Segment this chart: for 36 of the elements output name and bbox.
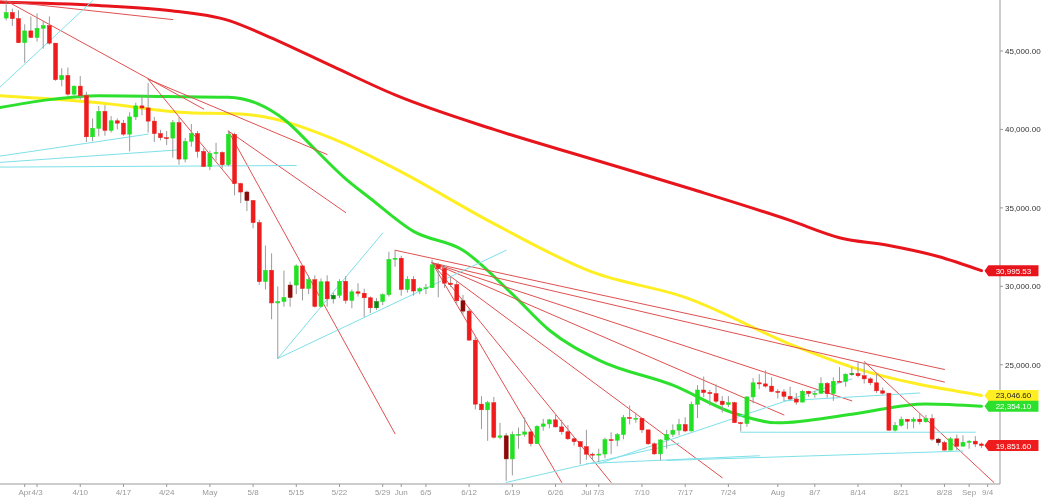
y-tick-label: 45,000.00 <box>1005 46 1042 56</box>
x-tick-label: 8/7 <box>809 487 821 497</box>
x-tick-label: 5/22 <box>331 487 348 497</box>
x-tick-label: Jul <box>581 487 592 497</box>
x-tick-label: 6/19 <box>504 487 521 497</box>
annotation: 30,995.53 <box>995 266 1032 276</box>
x-tick-label: 8/28 <box>936 487 953 497</box>
y-tick-label: 35,000.00 <box>1005 203 1042 213</box>
x-tick-label: 9/4 <box>982 487 994 497</box>
annotation: 23,046.60 <box>995 391 1032 401</box>
x-tick-label: 5/8 <box>247 487 260 497</box>
x-tick-label: May <box>202 487 218 497</box>
x-tick-label: 6/26 <box>547 487 564 497</box>
x-tick-label: Jun <box>394 487 408 497</box>
x-tick-label: 6/12 <box>461 487 478 497</box>
x-tick-label: 4/3 <box>31 487 44 497</box>
x-tick-label: 7/3 <box>593 487 605 497</box>
y-tick-label: 40,000.00 <box>1005 125 1042 135</box>
x-tick-label: 7/17 <box>677 487 694 497</box>
x-tick-label: 5/15 <box>288 487 305 497</box>
x-tick-label: 7/24 <box>720 487 737 497</box>
x-tick-label: 6/5 <box>420 487 433 497</box>
y-tick-label: 30,000.00 <box>1005 282 1042 292</box>
x-tick-label: Sep <box>962 487 977 497</box>
y-tick-label: 25,000.00 <box>1005 360 1042 370</box>
x-tick-label: 4/24 <box>158 487 175 497</box>
x-tick-label: 8/14 <box>850 487 867 497</box>
x-tick-label: 5/29 <box>374 487 392 497</box>
x-tick-label: 4/17 <box>115 487 132 497</box>
x-tick-label: Apr <box>18 487 32 497</box>
x-tick-label: 4/10 <box>72 487 89 497</box>
x-tick-label: Aug <box>770 487 785 497</box>
x-tick-label: 8/21 <box>893 487 910 497</box>
annotation: 22,354.10 <box>995 402 1032 412</box>
annotation: 19,851.60 <box>995 441 1032 451</box>
x-tick-label: 7/10 <box>634 487 651 497</box>
